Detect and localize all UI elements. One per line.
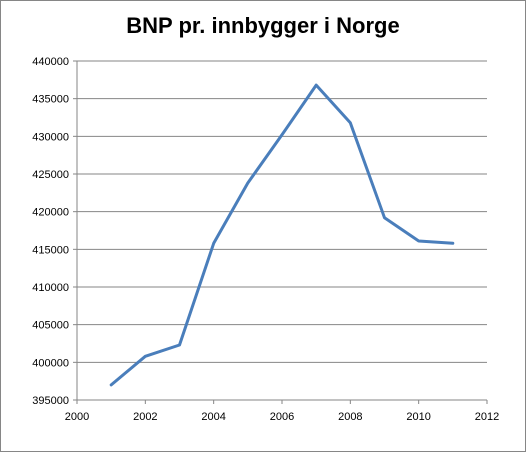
x-tick-label: 2008 xyxy=(338,411,362,423)
y-tick-label: 415000 xyxy=(32,244,69,256)
x-tick-label: 2010 xyxy=(406,411,430,423)
x-tick-label: 2004 xyxy=(201,411,225,423)
y-tick-label: 440000 xyxy=(32,56,69,68)
y-tick-label: 410000 xyxy=(32,282,69,294)
chart-title: BNP pr. innbygger i Norge xyxy=(126,13,400,38)
y-tick-label: 420000 xyxy=(32,207,69,219)
x-tick-label: 2000 xyxy=(65,411,89,423)
series-line xyxy=(109,83,455,387)
x-tick-label: 2012 xyxy=(475,411,499,423)
y-tick-label: 425000 xyxy=(32,169,69,181)
y-tick-label: 395000 xyxy=(32,395,69,407)
y-tick-label: 400000 xyxy=(32,357,69,369)
y-tick-label: 435000 xyxy=(32,94,69,106)
y-tick-label: 405000 xyxy=(32,320,69,332)
x-tick-label: 2006 xyxy=(270,411,294,423)
y-tick-label: 430000 xyxy=(32,131,69,143)
x-tick-label: 2002 xyxy=(133,411,157,423)
